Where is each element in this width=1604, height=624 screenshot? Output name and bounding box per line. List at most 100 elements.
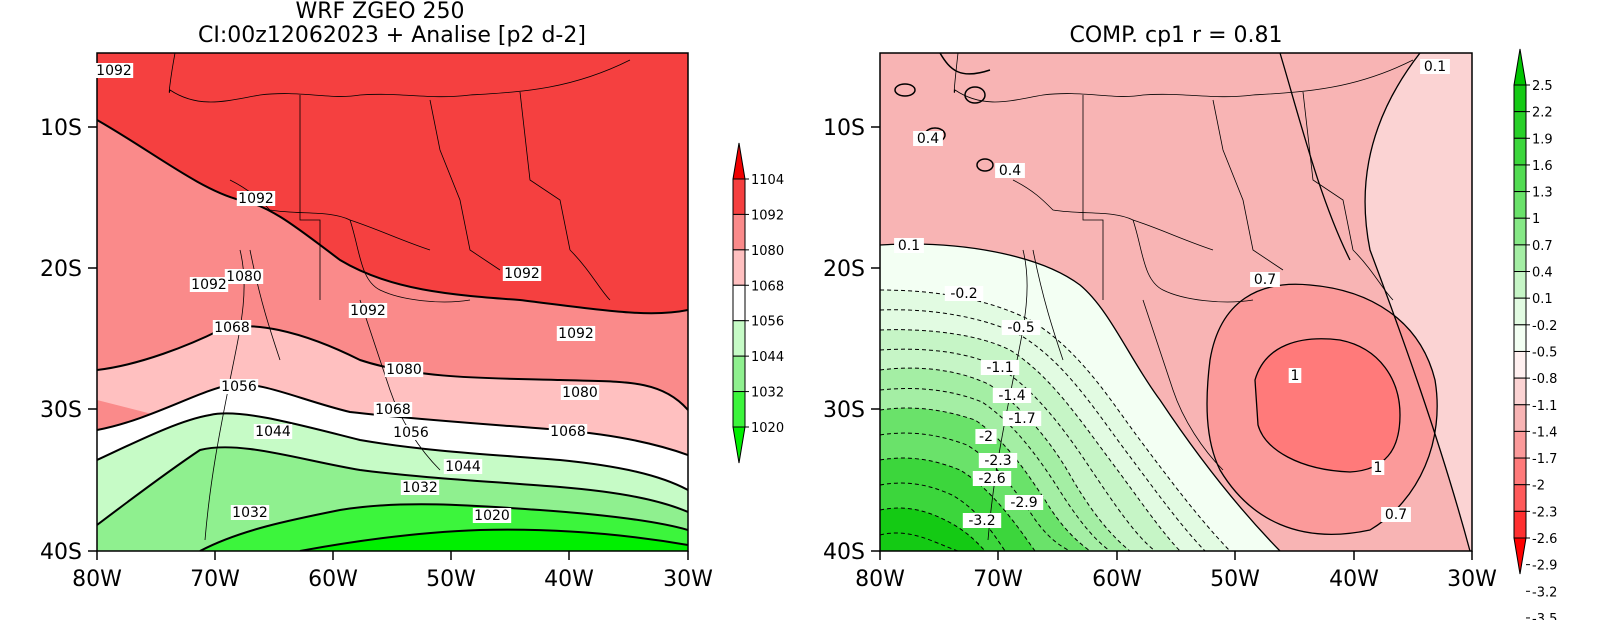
colorbar-label: -0.5 [1532,345,1557,360]
contour-label: 1092 [556,326,596,342]
contour-label: -1.7 [1002,411,1042,427]
contour-label: 1080 [224,269,264,285]
left-ytick-label: 30S [40,398,82,423]
colorbar-label: -3.2 [1532,585,1557,600]
colorbar-label: 1044 [751,350,784,365]
contour-label: -1.1 [980,360,1020,376]
right-map-frame [879,52,1473,552]
colorbar-bottom-arrow [732,426,746,464]
contour-label: 1092 [502,266,542,282]
left-ytick-label: 40S [40,540,82,565]
colorbar-swatch [1513,244,1527,273]
contour-label: 1068 [212,320,252,336]
colorbar-label: 1.6 [1532,159,1553,174]
contour-label: 1092 [348,303,388,319]
right-filled-contours [880,53,1472,551]
colorbar-label: -2.6 [1532,532,1557,547]
colorbar-top-arrow [1513,48,1527,86]
contour-label-text: 0.1 [898,238,920,254]
contour-label-text: 1020 [474,508,510,524]
contour-label-text: 0.1 [1424,59,1446,75]
right-x-axis: 80W 70W 60W 50W 40W 30W [855,551,1497,592]
contour-label: -2 [975,429,997,445]
contour-label-text: 1044 [255,424,291,440]
colorbar-swatch [1513,217,1527,246]
left-xtick-label: 70W [190,567,240,592]
contour-label-text: -1.7 [1008,411,1035,427]
colorbar-swatch [732,355,746,393]
contour-label-text: 1080 [226,269,262,285]
left-colorbar: 1104 1092 1080 1068 1056 1044 1032 1020 [732,142,784,464]
right-xtick-label: 80W [855,567,905,592]
colorbar-swatch [1513,484,1527,512]
contour-label: -0.5 [1001,320,1041,336]
right-colorbar: 2.5 2.2 1.9 1.6 1.3 1 0.7 0.4 0.1 -0.2 -0.5 -0.8 -1.… [1513,48,1557,624]
contour-label-text: 1092 [558,326,594,342]
contour-label: 1 [1288,368,1302,384]
contour-label-text: 1044 [445,459,481,475]
left-filled-contours [97,53,688,551]
left-map-frame [96,52,689,552]
colorbar-swatch [732,284,746,322]
left-xtick-label: 50W [426,567,476,592]
contour-label-text: 0.7 [1385,507,1407,523]
colorbar-swatch [1513,377,1527,406]
left-contour-labels: 1092109210921080109210921092106810801080… [94,63,600,524]
right-ytick-label: 40S [823,540,865,565]
colorbar-label: -1.4 [1532,425,1557,440]
contour-label-text: 1092 [191,277,227,293]
contour-label-text: 1056 [393,425,429,441]
colorbar-label: 2.5 [1532,79,1553,94]
contour-label: 0.4 [913,131,943,147]
colorbar-swatch [1513,430,1527,459]
colorbar-label: 0.1 [1532,292,1553,307]
right-ytick-label: 10S [823,116,865,141]
colorbar-swatch [1513,457,1527,486]
colorbar-swatch [1513,404,1527,432]
right-ytick-label: 20S [823,257,865,282]
contour-label: 0.7 [1381,507,1411,523]
left-xtick-label: 40W [544,567,594,592]
colorbar-swatch [1513,191,1527,219]
contour-label-text: -2.9 [1010,495,1037,511]
contour-label: 1092 [94,63,134,79]
contour-label-text: 1092 [504,266,540,282]
contour-label: -0.2 [944,286,984,302]
contour-label: 0.7 [1250,272,1280,288]
colorbar-label: -0.2 [1532,319,1557,334]
contour-label-text: -3.2 [968,513,995,529]
right-small-contours [894,53,994,172]
colorbar-label: 1092 [751,208,784,223]
colorbar-label: 2.2 [1532,106,1553,121]
right-y-axis: 10S 20S 30S 40S [823,116,880,565]
contour-label-text: 1068 [375,402,411,418]
colorbar-swatch [1513,84,1527,113]
colorbar-bottom-arrow [1513,537,1527,575]
contour-label: 0.4 [995,163,1025,179]
contour-label-text: -0.2 [950,286,977,302]
contour-label-text: -1.4 [998,388,1025,404]
left-ytick-label: 20S [40,257,82,282]
colorbar-swatch [1513,137,1527,166]
right-xtick-label: 40W [1329,567,1379,592]
contour-label-text: 1092 [96,63,132,79]
left-title-line1: WRF ZGEO 250 [295,0,464,24]
contour-label-text: -0.5 [1007,320,1034,336]
colorbar-label: 1068 [751,279,784,294]
colorbar-label: 0.7 [1532,239,1553,254]
contour-label-text: 1056 [221,379,257,395]
left-xtick-label: 60W [308,567,358,592]
contour-label: 1 [1371,460,1385,476]
right-xtick-label: 30W [1447,567,1497,592]
colorbar-label: 1104 [751,173,784,188]
contour-label: 1032 [230,505,270,521]
contour-label: 1044 [253,424,293,440]
contour-label: 1080 [560,385,600,401]
colorbar-label: 1.3 [1532,186,1553,201]
right-xtick-label: 70W [973,567,1023,592]
contour-label: 0.1 [1420,59,1450,75]
colorbar-label: 1080 [751,244,784,259]
left-borders [168,53,631,541]
contour-label-text: 1092 [238,191,274,207]
colorbar-swatch [732,320,746,357]
